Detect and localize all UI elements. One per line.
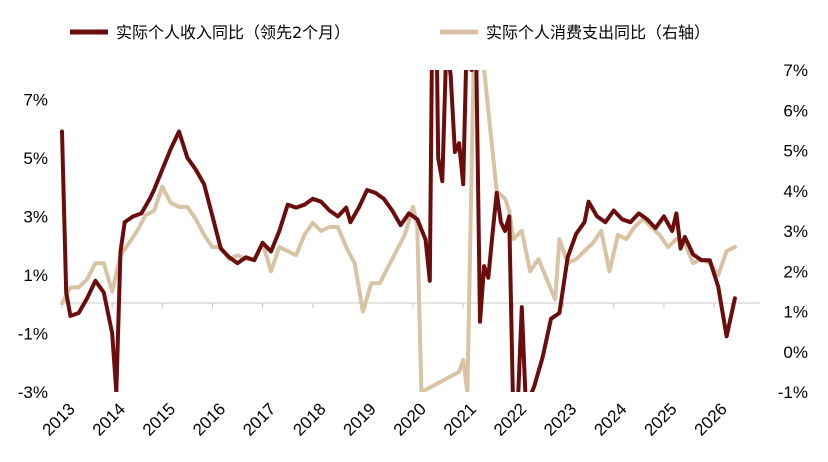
- x-tick-label: 2013: [39, 399, 79, 439]
- x-tick-label: 2024: [590, 399, 630, 439]
- x-tick-label: 2014: [89, 399, 129, 439]
- legend-label-consumption: 实际个人消费支出同比（右轴）: [486, 23, 710, 42]
- right-tick-label: 5%: [783, 142, 808, 161]
- x-tick-label: 2023: [540, 399, 580, 439]
- right-axis-tick-labels: 7% 6% 5% 4% 3% 2% 1% 0% -1%: [778, 61, 808, 402]
- left-tick-label: 5%: [23, 149, 48, 168]
- left-tick-label: 7%: [23, 90, 48, 109]
- left-tick-label: 3%: [23, 207, 48, 226]
- x-tick-label: 2019: [340, 399, 380, 439]
- right-tick-label: -1%: [778, 383, 808, 402]
- x-tick-label: 2016: [189, 399, 229, 439]
- left-axis-tick-labels: 7% 5% 3% 1% -1% -3%: [18, 90, 48, 402]
- right-tick-label: 1%: [783, 303, 808, 322]
- series-lines: [60, 70, 737, 392]
- x-tick-label: 2022: [490, 399, 530, 439]
- legend: 实际个人收入同比（领先2个月） 实际个人消费支出同比（右轴）: [70, 23, 710, 42]
- x-tick-label: 2018: [289, 399, 329, 439]
- left-tick-label: -3%: [18, 383, 48, 402]
- x-tick-label: 2015: [139, 399, 179, 439]
- series-line-income: [60, 70, 737, 392]
- right-tick-label: 3%: [783, 222, 808, 241]
- legend-label-income: 实际个人收入同比（领先2个月）: [116, 23, 350, 42]
- left-tick-label: -1%: [18, 324, 48, 343]
- right-tick-label: 6%: [783, 101, 808, 120]
- x-tick-label: 2020: [390, 399, 430, 439]
- right-tick-label: 2%: [783, 262, 808, 281]
- x-tick-label: 2025: [641, 399, 681, 439]
- right-tick-label: 0%: [783, 343, 808, 362]
- x-axis: 2013 2014 2015 2016 2017 2018 2019 2020 2021 2022…: [39, 302, 760, 440]
- right-tick-label: 4%: [783, 182, 808, 201]
- right-tick-label: 7%: [783, 61, 808, 80]
- x-tick-label: 2017: [239, 399, 279, 439]
- series-line-consumption: [60, 70, 737, 392]
- x-tick-label: 2021: [440, 399, 480, 439]
- x-tick-label: 2026: [691, 399, 731, 439]
- left-tick-label: 1%: [23, 266, 48, 285]
